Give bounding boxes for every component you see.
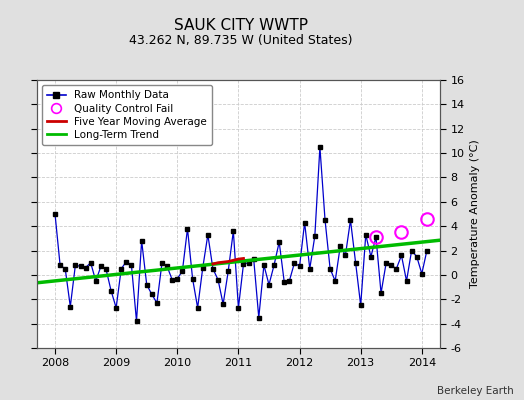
Text: SAUK CITY WWTP: SAUK CITY WWTP xyxy=(174,18,308,33)
Text: 43.262 N, 89.735 W (United States): 43.262 N, 89.735 W (United States) xyxy=(129,34,353,47)
Y-axis label: Temperature Anomaly (°C): Temperature Anomaly (°C) xyxy=(470,140,481,288)
Text: Berkeley Earth: Berkeley Earth xyxy=(437,386,514,396)
Legend: Raw Monthly Data, Quality Control Fail, Five Year Moving Average, Long-Term Tren: Raw Monthly Data, Quality Control Fail, … xyxy=(42,85,212,145)
